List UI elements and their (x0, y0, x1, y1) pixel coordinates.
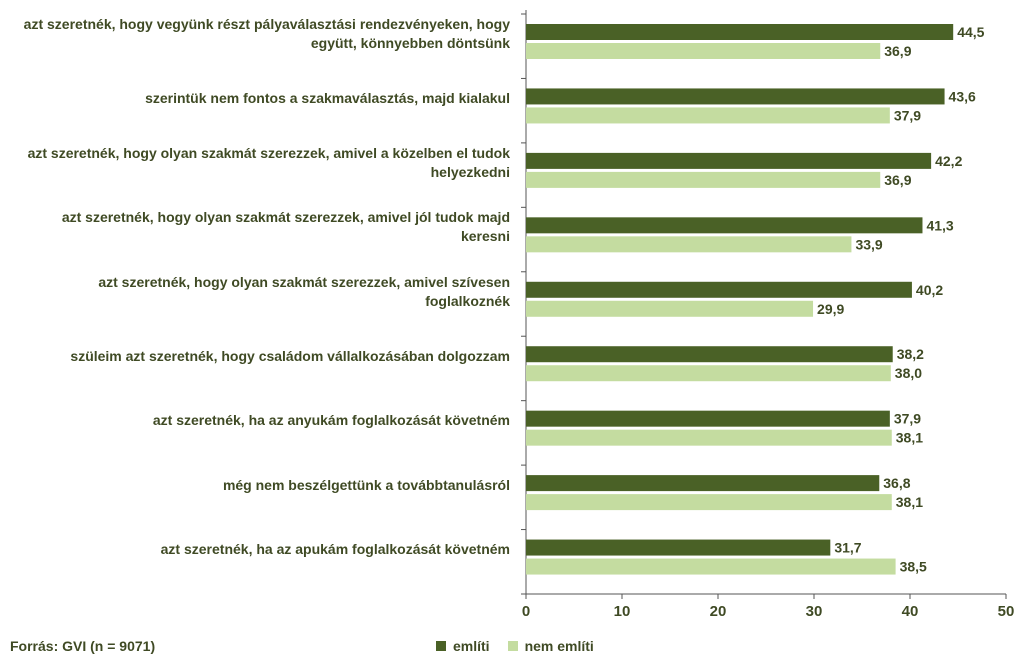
bar-nem-emliti (526, 43, 881, 59)
source-note: Forrás: GVI (n = 9071) (10, 638, 156, 654)
x-tick-label: 30 (806, 603, 823, 620)
bar-emliti (526, 88, 945, 105)
bar-nem-emliti (526, 300, 814, 317)
bar-nem-emliti (526, 171, 881, 188)
category-label: még nem beszélgettünk a továbbtanulásról (222, 476, 510, 493)
bar-nem-emliti (526, 365, 891, 382)
bar-emliti (526, 24, 954, 40)
data-label: 44,5 (957, 24, 984, 40)
data-label: 37,9 (894, 411, 921, 427)
data-label: 31,7 (834, 540, 861, 556)
data-label: 38,1 (896, 494, 923, 510)
bar-nem-emliti (526, 558, 896, 575)
legend-label-nem-emliti: nem említi (524, 638, 594, 654)
category-label: azt szeretnék, ha az anyukám foglalkozás… (152, 412, 510, 429)
category-label: azt szeretnék, hogy olyan szakmát szerez… (27, 144, 510, 180)
bar-emliti (526, 475, 880, 492)
legend: említi nem említi (436, 638, 612, 654)
category-label: azt szeretnék, hogy olyan szakmát szerez… (61, 209, 510, 245)
x-tick-label: 0 (522, 603, 530, 620)
x-tick-label: 40 (902, 603, 919, 620)
data-label: 38,2 (897, 346, 924, 362)
data-label: 43,6 (949, 88, 976, 104)
bar-nem-emliti (526, 494, 892, 511)
bar-emliti (526, 346, 893, 363)
data-label: 29,9 (817, 301, 844, 317)
bar-emliti (526, 410, 890, 427)
bar-nem-emliti (526, 236, 852, 253)
legend-label-emliti: említi (453, 638, 490, 654)
data-label: 36,8 (883, 475, 910, 491)
bar-nem-emliti (526, 107, 890, 124)
legend-swatch-nem-emliti (507, 641, 518, 651)
category-label: azt szeretnék, hogy vegyünk részt pályav… (23, 16, 510, 51)
data-label: 38,5 (900, 559, 927, 575)
legend-item-nem-emliti: nem említi (507, 638, 594, 654)
legend-swatch-emliti (436, 641, 446, 651)
category-label: azt szeretnék, hogy olyan szakmát szerez… (98, 273, 510, 309)
x-tick-label: 20 (710, 603, 727, 620)
data-label: 38,1 (896, 430, 923, 446)
category-label: szerintük nem fontos a szakmaválasztás, … (145, 89, 510, 106)
x-tick-label: 10 (614, 603, 631, 620)
data-label: 36,9 (884, 172, 911, 188)
bar-emliti (526, 539, 831, 556)
data-label: 40,2 (916, 282, 943, 298)
bar-emliti (526, 217, 923, 234)
category-label: szüleim azt szeretnék, hogy családom vál… (70, 347, 510, 364)
data-label: 36,9 (884, 43, 911, 59)
legend-item-emliti: említi (436, 638, 490, 654)
data-label: 41,3 (926, 217, 953, 233)
data-label: 38,0 (895, 365, 922, 381)
bar-emliti (526, 152, 932, 169)
x-tick-label: 50 (998, 603, 1015, 620)
data-label: 42,2 (935, 153, 962, 169)
data-label: 33,9 (855, 236, 882, 252)
data-label: 37,9 (894, 107, 921, 123)
bar-nem-emliti (526, 429, 892, 446)
bar-emliti (526, 281, 912, 298)
category-label: azt szeretnék, ha az apukám foglalkozásá… (160, 541, 510, 558)
